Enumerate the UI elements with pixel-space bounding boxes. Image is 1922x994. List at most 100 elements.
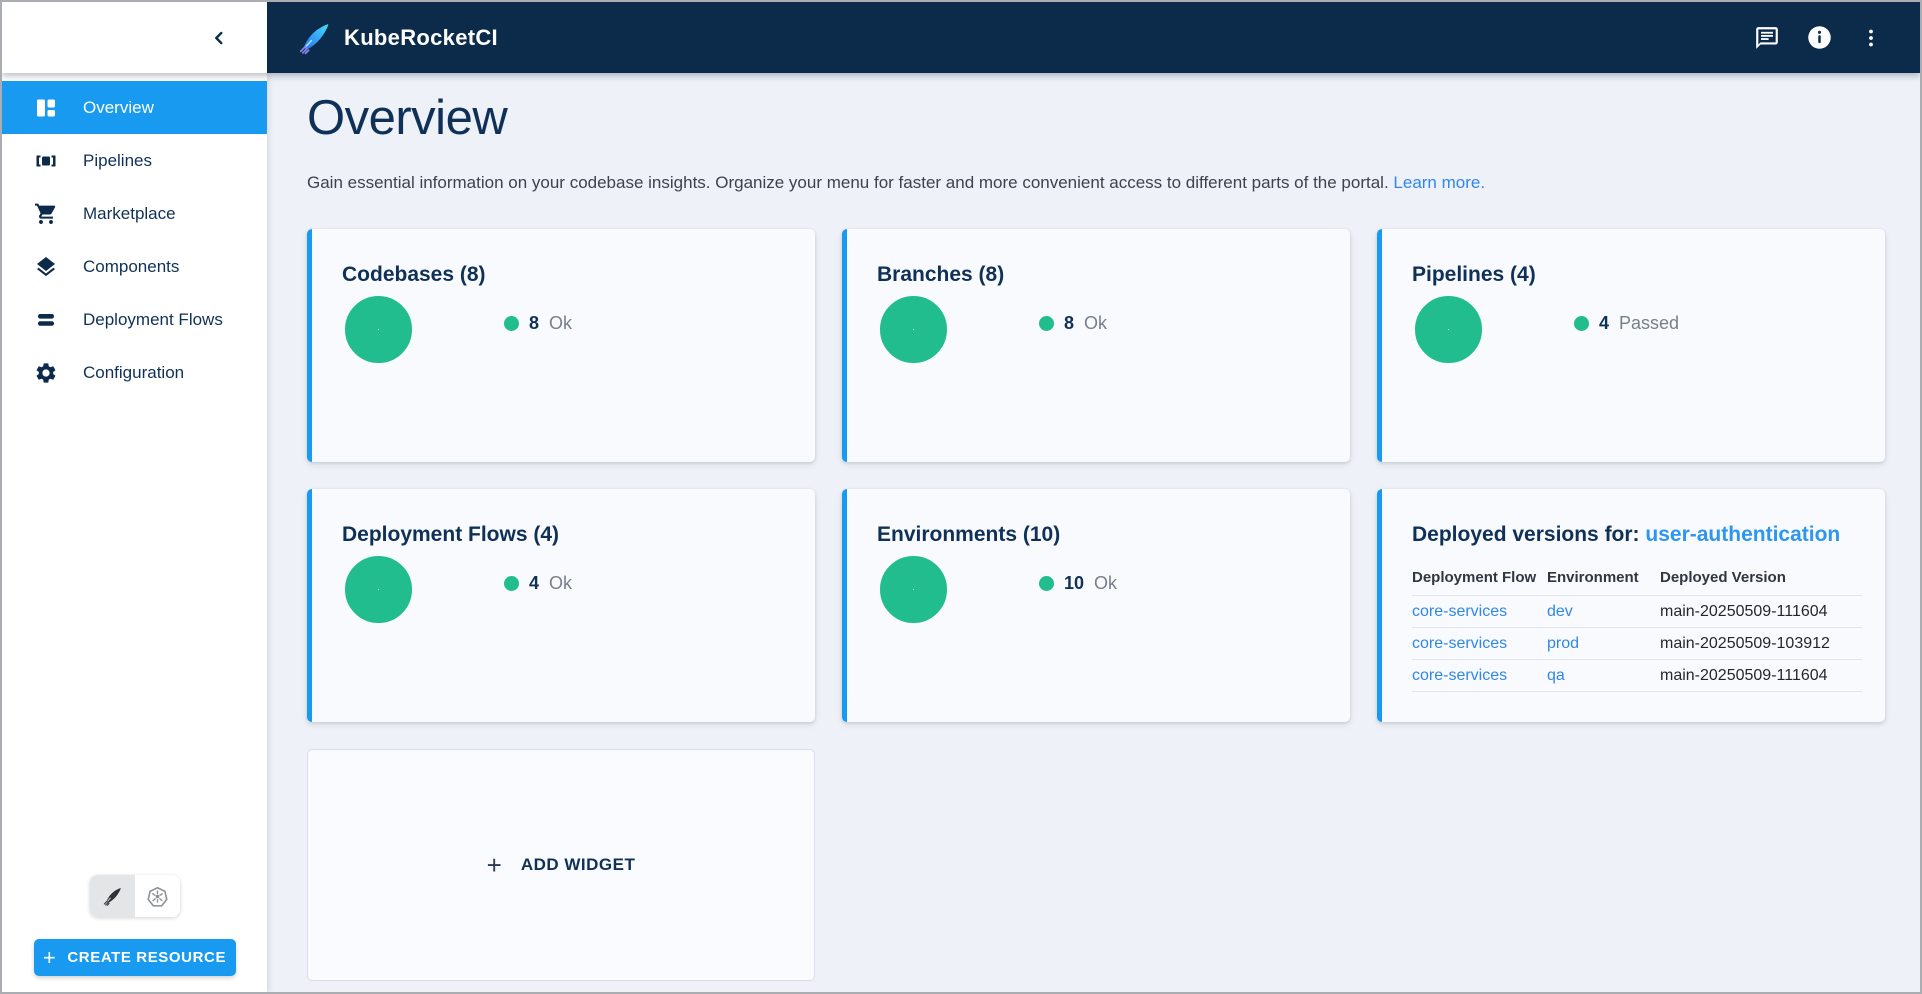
stack-icon bbox=[34, 308, 58, 332]
create-resource-button[interactable]: + CREATE RESOURCE bbox=[33, 939, 236, 976]
pipelines-icon bbox=[34, 149, 58, 173]
learn-more-link[interactable]: Learn more. bbox=[1393, 173, 1486, 192]
legend: 4 Passed bbox=[1574, 313, 1679, 334]
quill-icon bbox=[101, 885, 123, 907]
deployment-flow-link[interactable]: core-services bbox=[1412, 634, 1508, 652]
legend-label: Passed bbox=[1619, 313, 1680, 333]
sidebar-header bbox=[2, 2, 267, 73]
logo: KubeRocketCI bbox=[297, 21, 498, 55]
widget-grid: Codebases (8) 8 Ok Branches (8) 8 Ok P bbox=[307, 229, 1920, 981]
deployment-flow-link[interactable]: core-services bbox=[1412, 602, 1508, 620]
pipelines-donut-chart bbox=[1415, 296, 1482, 363]
legend-label: Ok bbox=[1094, 573, 1118, 593]
legend: 10 Ok bbox=[1039, 573, 1117, 594]
widget-title: Environments (10) bbox=[877, 523, 1061, 546]
table-row: core-services prod main-20250509-103912 bbox=[1412, 627, 1862, 660]
deployed-versions-table: Deployment Flow Environment Deployed Ver… bbox=[1412, 563, 1862, 692]
sidebar-collapse-button[interactable] bbox=[201, 20, 237, 56]
legend-dot bbox=[504, 576, 519, 591]
create-resource-label: CREATE RESOURCE bbox=[67, 949, 227, 966]
sidebar-item-label: Configuration bbox=[83, 362, 185, 382]
environments-widget: Environments (10) 10 Ok bbox=[842, 489, 1350, 722]
legend-dot bbox=[1039, 576, 1054, 591]
deployed-version-value: main-20250509-103912 bbox=[1660, 627, 1862, 660]
legend-dot bbox=[504, 316, 519, 331]
main-content: Overview Gain essential information on y… bbox=[267, 73, 1920, 992]
legend-dot bbox=[1039, 316, 1054, 331]
kubernetes-icon bbox=[146, 886, 168, 907]
widget-title: Codebases (8) bbox=[342, 263, 486, 286]
plus-icon: + bbox=[486, 850, 502, 880]
dashboard-icon bbox=[34, 96, 58, 120]
codebases-widget: Codebases (8) 8 Ok bbox=[307, 229, 815, 462]
kebab-menu-icon bbox=[1859, 26, 1883, 50]
sidebar-item-configuration[interactable]: Configuration bbox=[2, 346, 267, 399]
sidebar-item-components[interactable]: Components bbox=[2, 240, 267, 293]
sidebar-item-deployment-flows[interactable]: Deployment Flows bbox=[2, 293, 267, 346]
sidebar-item-overview[interactable]: Overview bbox=[2, 81, 267, 134]
environment-link[interactable]: qa bbox=[1547, 666, 1565, 684]
add-widget-label: ADD WIDGET bbox=[520, 855, 636, 874]
deployment-flows-widget: Deployment Flows (4) 4 Ok bbox=[307, 489, 815, 722]
codebase-link[interactable]: user-authentication bbox=[1645, 523, 1841, 546]
environments-donut-chart bbox=[880, 556, 947, 623]
environment-link[interactable]: prod bbox=[1547, 634, 1580, 652]
legend-value: 10 bbox=[1064, 573, 1085, 593]
legend-value: 8 bbox=[529, 313, 540, 333]
sidebar-item-pipelines[interactable]: Pipelines bbox=[2, 134, 267, 187]
quill-view-toggle-button[interactable] bbox=[89, 875, 135, 917]
deployment-flows-donut-chart bbox=[345, 556, 412, 623]
branches-widget: Branches (8) 8 Ok bbox=[842, 229, 1350, 462]
sidebar-item-label: Marketplace bbox=[83, 203, 176, 223]
more-menu-button[interactable] bbox=[1850, 17, 1892, 59]
legend-label: Ok bbox=[549, 313, 573, 333]
table-row: core-services qa main-20250509-111604 bbox=[1412, 659, 1862, 692]
legend-value: 4 bbox=[529, 573, 540, 593]
widget-title: Branches (8) bbox=[877, 263, 1005, 286]
widget-title: Pipelines (4) bbox=[1412, 263, 1536, 286]
legend-label: Ok bbox=[1084, 313, 1108, 333]
pipelines-widget: Pipelines (4) 4 Passed bbox=[1377, 229, 1885, 462]
page-description: Gain essential information on your codeb… bbox=[307, 173, 1486, 192]
sidebar-item-label: Pipelines bbox=[83, 150, 152, 170]
rocket-quill-logo-icon bbox=[297, 21, 331, 55]
plus-icon: + bbox=[42, 944, 57, 970]
header: KubeRocketCI bbox=[2, 2, 1920, 73]
deployment-flow-link[interactable]: core-services bbox=[1412, 666, 1508, 684]
legend-dot bbox=[1574, 316, 1589, 331]
app-title: KubeRocketCI bbox=[344, 24, 498, 50]
deployed-versions-widget: Deployed versions for: user-authenticati… bbox=[1377, 489, 1885, 722]
deployed-version-value: main-20250509-111604 bbox=[1660, 595, 1862, 628]
column-header: Environment bbox=[1547, 563, 1660, 596]
deployed-versions-title: Deployed versions for: user-authenticati… bbox=[1412, 523, 1841, 546]
add-widget-button[interactable]: + ADD WIDGET bbox=[307, 749, 815, 981]
gear-icon bbox=[34, 361, 58, 385]
info-button[interactable] bbox=[1798, 17, 1840, 59]
kubernetes-view-toggle-button[interactable] bbox=[134, 875, 180, 917]
sidebar: Overview Pipelines Marketplace Component… bbox=[2, 73, 267, 992]
feedback-chat-button[interactable] bbox=[1746, 17, 1788, 59]
legend-value: 8 bbox=[1064, 313, 1075, 333]
sidebar-item-marketplace[interactable]: Marketplace bbox=[2, 187, 267, 240]
deployed-version-value: main-20250509-111604 bbox=[1660, 659, 1862, 692]
layers-icon bbox=[34, 255, 58, 279]
codebases-donut-chart bbox=[345, 296, 412, 363]
sidebar-item-label: Overview bbox=[83, 97, 154, 117]
environment-link[interactable]: dev bbox=[1547, 602, 1573, 620]
topbar: KubeRocketCI bbox=[267, 2, 1920, 73]
cart-icon bbox=[34, 202, 58, 226]
page-title: Overview bbox=[307, 91, 508, 145]
table-row: core-services dev main-20250509-111604 bbox=[1412, 595, 1862, 628]
sidebar-bottom: + CREATE RESOURCE bbox=[2, 875, 267, 992]
legend-label: Ok bbox=[549, 573, 573, 593]
chat-icon bbox=[1754, 25, 1780, 51]
column-header: Deployed Version bbox=[1660, 563, 1862, 596]
legend: 4 Ok bbox=[504, 573, 572, 594]
legend: 8 Ok bbox=[504, 313, 572, 334]
legend: 8 Ok bbox=[1039, 313, 1107, 334]
sidebar-nav: Overview Pipelines Marketplace Component… bbox=[2, 73, 267, 399]
sidebar-item-label: Components bbox=[83, 256, 180, 276]
topbar-actions bbox=[1746, 17, 1892, 59]
chevron-left-icon bbox=[208, 27, 230, 49]
